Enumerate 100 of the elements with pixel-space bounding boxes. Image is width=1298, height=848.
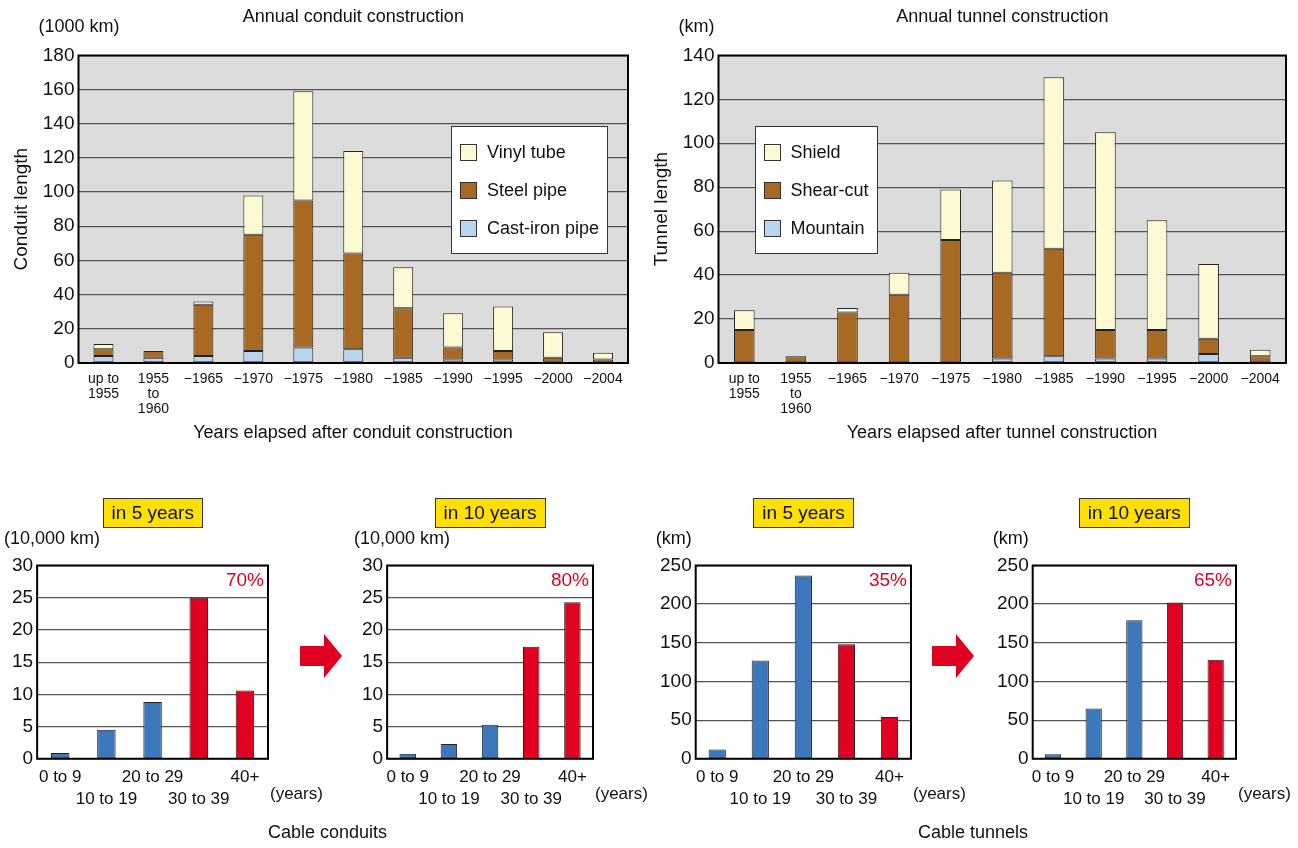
x-tick-label: 10 to 19	[729, 788, 792, 808]
y-axis-title: Tunnel length	[649, 151, 671, 267]
y-tick-label: 0	[681, 747, 692, 769]
x-tick-label: −2004	[583, 370, 623, 387]
x-tick-label: −1975	[283, 370, 324, 387]
x-tick-label: 0 to 9	[1031, 766, 1075, 786]
x-tick-label: −1975	[931, 370, 971, 387]
y-axis-title: Conduit length	[9, 147, 31, 271]
x-tick-label: up to 1955	[728, 370, 761, 401]
y-tick-label: 80	[693, 175, 715, 197]
x-tick-label: −1990	[433, 370, 474, 387]
chart-title: Annual tunnel construction	[896, 6, 1109, 27]
y-tick-label: 140	[682, 43, 715, 65]
y-tick-label: 50	[670, 708, 692, 730]
x-tick-label: −1985	[1034, 370, 1074, 387]
annotation: 80%	[550, 569, 590, 591]
y-tick-label: 120	[42, 146, 75, 168]
annotation: 35%	[868, 569, 908, 591]
legend-label: Shear-cut	[789, 178, 869, 202]
x-tick-label: up to 1955	[87, 370, 120, 401]
x-tick-label: −2000	[1188, 370, 1229, 387]
x-tick-label: 20 to 29	[459, 766, 521, 786]
chart-subtitle: (10,000 km)	[4, 528, 101, 549]
annotation: 65%	[1193, 569, 1233, 591]
y-tick-label: 20	[11, 618, 34, 640]
chart-title: in 5 years	[102, 498, 203, 528]
x-tick-label: −1980	[982, 370, 1023, 387]
y-tick-label: 60	[53, 248, 75, 270]
x-tick-label: −1965	[183, 370, 224, 387]
y-tick-label: 0	[1018, 747, 1029, 769]
y-tick-label: 80	[53, 214, 75, 236]
legend-label: Steel pipe	[486, 178, 569, 202]
x-tick-label: −1990	[1085, 370, 1126, 387]
x-axis-title: (years)	[595, 783, 648, 803]
x-tick-label: 40+	[557, 766, 587, 786]
chart-subtitle: (km)	[655, 528, 692, 549]
chart-subtitle: (km)	[678, 16, 715, 37]
y-tick-label: 15	[361, 650, 384, 672]
y-tick-label: 30	[361, 553, 384, 575]
x-tick-label: 30 to 39	[500, 788, 562, 808]
legend-label: Cast-iron pipe	[486, 216, 600, 240]
x-tick-label: −1995	[1137, 370, 1177, 387]
y-tick-label: 100	[997, 669, 1029, 691]
chart-subtitle: (10,000 km)	[354, 528, 451, 549]
y-tick-label: 10	[11, 682, 34, 704]
y-tick-label: 25	[11, 585, 34, 607]
x-tick-label: 10 to 19	[75, 788, 138, 808]
y-tick-label: 100	[660, 669, 692, 691]
legend-label: Mountain	[789, 216, 866, 240]
y-tick-label: 30	[11, 553, 34, 575]
x-tick-label: −1965	[827, 370, 868, 387]
y-tick-label: 100	[682, 131, 715, 153]
x-tick-label: 10 to 19	[1062, 788, 1125, 808]
x-tick-label: 20 to 29	[1103, 766, 1166, 786]
x-tick-label: 10 to 19	[418, 788, 480, 808]
y-tick-label: 0	[372, 747, 384, 769]
y-tick-label: 140	[42, 111, 75, 133]
y-tick-label: 150	[660, 630, 692, 652]
text: Cable conduits	[268, 822, 388, 843]
chart-title: in 10 years	[1078, 498, 1190, 528]
y-tick-label: 50	[1007, 708, 1029, 730]
x-tick-label: 30 to 39	[168, 788, 230, 808]
y-tick-label: 20	[693, 307, 715, 329]
chart-subtitle: (1000 km)	[38, 16, 120, 37]
y-tick-label: 100	[42, 180, 75, 202]
annotation: 70%	[225, 569, 265, 591]
chart-subtitle: (km)	[992, 528, 1029, 549]
x-tick-label: −1985	[383, 370, 424, 387]
y-tick-label: 5	[372, 714, 384, 736]
x-tick-label: 40+	[1201, 766, 1231, 786]
x-tick-label: 30 to 39	[1144, 788, 1206, 808]
chart-title: in 5 years	[753, 498, 854, 528]
y-tick-label: 0	[703, 351, 715, 373]
x-tick-label: 20 to 29	[772, 766, 835, 786]
x-tick-label: −1995	[483, 370, 523, 387]
y-tick-label: 15	[11, 650, 34, 672]
y-tick-label: 25	[361, 585, 384, 607]
x-axis-title: Years elapsed after conduit construction	[193, 422, 513, 443]
y-tick-label: 10	[361, 682, 384, 704]
legend-label: Vinyl tube	[486, 140, 567, 164]
x-tick-label: 40+	[875, 766, 904, 786]
x-tick-label: −1970	[233, 370, 274, 387]
chart-title: Annual conduit construction	[242, 6, 464, 27]
x-tick-label: 20 to 29	[121, 766, 184, 786]
x-tick-label: −1980	[333, 370, 374, 387]
x-axis-title: Years elapsed after tunnel construction	[846, 422, 1158, 443]
x-axis-title: (years)	[1238, 783, 1291, 803]
y-tick-label: 160	[42, 77, 75, 99]
legend-label: Shield	[789, 140, 842, 164]
y-tick-label: 200	[660, 592, 692, 614]
y-tick-label: 250	[997, 553, 1029, 575]
y-tick-label: 20	[361, 618, 384, 640]
x-tick-label: −2004	[1240, 370, 1281, 387]
x-tick-label: 0 to 9	[38, 766, 82, 786]
y-tick-label: 40	[53, 282, 75, 304]
x-tick-label: 0 to 9	[386, 766, 429, 786]
y-tick-label: 250	[660, 553, 692, 575]
x-tick-label: 40+	[230, 766, 260, 786]
y-tick-label: 200	[997, 592, 1029, 614]
y-tick-label: 180	[42, 43, 75, 65]
